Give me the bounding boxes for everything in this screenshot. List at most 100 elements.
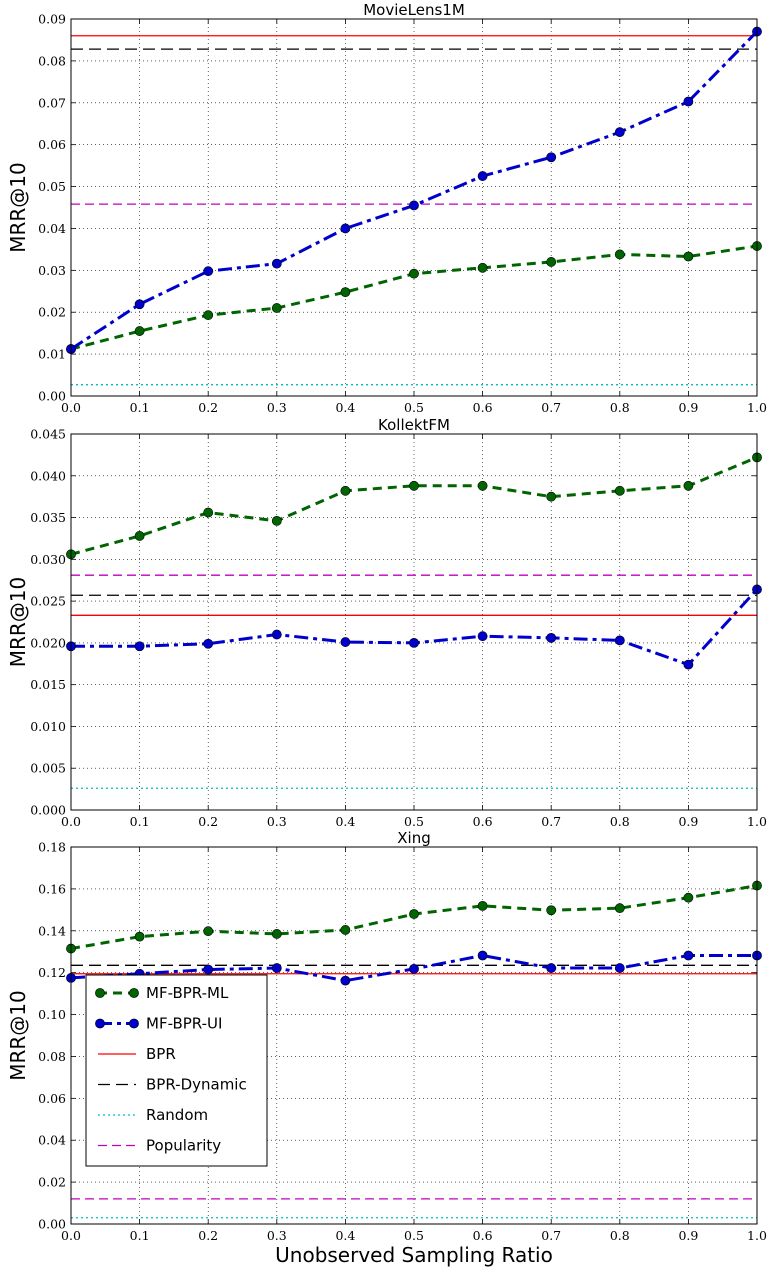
y-tick-label: 0.18 (38, 840, 66, 855)
data-point-mf-bpr-ui (546, 152, 557, 163)
y-tick-label: 0.005 (30, 761, 66, 776)
data-point-mf-bpr-ml (203, 310, 214, 321)
data-point-mf-bpr-ml (134, 326, 145, 336)
x-tick-label: 0.8 (610, 400, 630, 415)
x-tick-label: 0.0 (61, 814, 81, 829)
data-point-mf-bpr-ui (134, 299, 145, 310)
data-point-mf-bpr-ui (340, 975, 351, 986)
data-point-mf-bpr-ml (614, 485, 625, 496)
legend-marker (129, 988, 139, 998)
y-tick-label: 0.08 (38, 1049, 66, 1064)
y-tick-label: 0.010 (30, 719, 66, 734)
chart-panel-1: 0.0 0.1 0.2 0.3 0.4 0.5 0.6 0.7 0.8 0.9 1.0 0.00 0.0… (6, 1, 767, 415)
data-point-mf-bpr-ui (614, 127, 625, 138)
legend-label: MF-BPR-UI (146, 1015, 222, 1033)
y-tick-label: 0.030 (30, 552, 66, 567)
x-tick-label: 0.1 (130, 814, 150, 829)
data-point-mf-bpr-ml (203, 926, 214, 937)
panels: 0.0 0.1 0.2 0.3 0.4 0.5 0.6 0.7 0.8 0.9 1.00.000.0… (6, 1, 767, 1243)
data-point-mf-bpr-ml (477, 262, 488, 273)
data-point-mf-bpr-ui (203, 266, 214, 277)
data-point-mf-bpr-ui (203, 638, 214, 649)
data-point-mf-bpr-ml (134, 931, 145, 942)
panel-title: Xing (397, 829, 430, 847)
y-tick-label: 0.07 (38, 95, 66, 110)
data-point-mf-bpr-ml (340, 485, 351, 496)
x-axis-label: Unobserved Sampling Ratio (275, 1243, 553, 1267)
x-tick-label: 0.4 (335, 814, 355, 829)
legend-marker (129, 1018, 139, 1029)
data-point-mf-bpr-ui (683, 96, 694, 107)
data-point-mf-bpr-ui (477, 171, 488, 181)
data-point-mf-bpr-ml (683, 480, 694, 491)
x-tick-label: 0.7 (541, 814, 561, 829)
y-tick-label: 0.14 (38, 923, 66, 938)
data-point-mf-bpr-ui (546, 963, 557, 973)
y-tick-label: 0.04 (38, 221, 66, 236)
data-point-mf-bpr-ml (409, 480, 419, 491)
data-point-mf-bpr-ui (614, 963, 625, 973)
data-point-mf-bpr-ml (477, 900, 488, 911)
data-point-mf-bpr-ml (271, 303, 282, 313)
x-tick-label: 0.7 (541, 400, 561, 415)
data-point-mf-bpr-ml (546, 905, 557, 916)
data-point-mf-bpr-ui (409, 200, 419, 211)
data-point-mf-bpr-ml (409, 268, 419, 279)
data-point-mf-bpr-ml (134, 531, 145, 541)
x-tick-label: 0.5 (404, 814, 424, 829)
x-tick-label: 1.0 (747, 814, 767, 829)
data-point-mf-bpr-ui (683, 659, 694, 670)
data-point-mf-bpr-ml (546, 257, 557, 267)
y-tick-label: 0.16 (38, 881, 66, 896)
legend: MF-BPR-ML MF-BPR-UI BPR BPR-Dynamic Random Po… (85, 974, 268, 1167)
y-tick-label: 0.045 (30, 427, 66, 442)
chart-panel-2: 0.0 0.1 0.2 0.3 0.4 0.5 0.6 0.7 0.8 0.9 1.0 0.000 0.… (6, 416, 767, 829)
data-point-mf-bpr-ui (477, 631, 488, 642)
y-axis-label: MRR@10 (6, 577, 30, 668)
y-tick-label: 0.020 (30, 635, 66, 650)
x-tick-label: 0.1 (130, 400, 150, 415)
chart-panel-3: 0.0 0.1 0.2 0.3 0.4 0.5 0.6 0.7 0.8 0.9 1.0 0.00 0.0… (6, 829, 767, 1243)
plot-frame (70, 846, 758, 1225)
x-tick-label: 0.6 (473, 814, 493, 829)
data-point-mf-bpr-ui (271, 629, 282, 640)
x-tick-label: 0.5 (404, 400, 424, 415)
legend-label: BPR-Dynamic (146, 1076, 247, 1094)
data-point-mf-bpr-ui (683, 950, 694, 961)
plot-frame (70, 433, 758, 811)
x-tick-label: 0.2 (198, 1228, 218, 1243)
series-line-mf-bpr-ml (70, 456, 758, 556)
legend-marker (95, 988, 105, 998)
x-tick-label: 0.4 (335, 400, 355, 415)
y-tick-label: 0.00 (38, 1217, 66, 1232)
data-point-mf-bpr-ui (271, 963, 282, 973)
data-point-mf-bpr-ml (614, 249, 625, 260)
x-tick-label: 0.3 (267, 814, 287, 829)
data-point-mf-bpr-ui (340, 637, 351, 647)
x-tick-label: 0.9 (678, 1228, 698, 1243)
data-point-mf-bpr-ml (271, 929, 282, 939)
y-tick-label: 0.025 (30, 594, 66, 609)
y-tick-label: 0.01 (38, 347, 66, 362)
x-tick-label: 0.2 (198, 814, 218, 829)
x-tick-label: 0.6 (473, 1228, 493, 1243)
data-point-mf-bpr-ml (340, 925, 351, 935)
y-tick-label: 0.015 (30, 677, 66, 692)
y-tick-label: 0.000 (30, 803, 66, 818)
data-point-mf-bpr-ml (683, 892, 694, 903)
x-tick-label: 1.0 (747, 1228, 767, 1243)
y-tick-label: 0.09 (38, 12, 66, 27)
legend-marker (95, 1018, 105, 1029)
x-tick-label: 0.8 (610, 1228, 630, 1243)
y-tick-label: 0.02 (38, 1175, 66, 1190)
y-tick-label: 0.040 (30, 468, 66, 483)
y-tick-label: 0.00 (38, 389, 66, 404)
y-tick-label: 0.10 (38, 1007, 66, 1022)
data-point-mf-bpr-ui (477, 950, 488, 961)
panel-title: MovieLens1M (363, 1, 465, 19)
y-tick-label: 0.06 (38, 137, 66, 152)
x-tick-label: 0.4 (335, 1228, 355, 1243)
x-tick-label: 0.0 (61, 1228, 81, 1243)
x-tick-label: 0.8 (610, 814, 630, 829)
panel-title: KollektFM (378, 416, 450, 434)
